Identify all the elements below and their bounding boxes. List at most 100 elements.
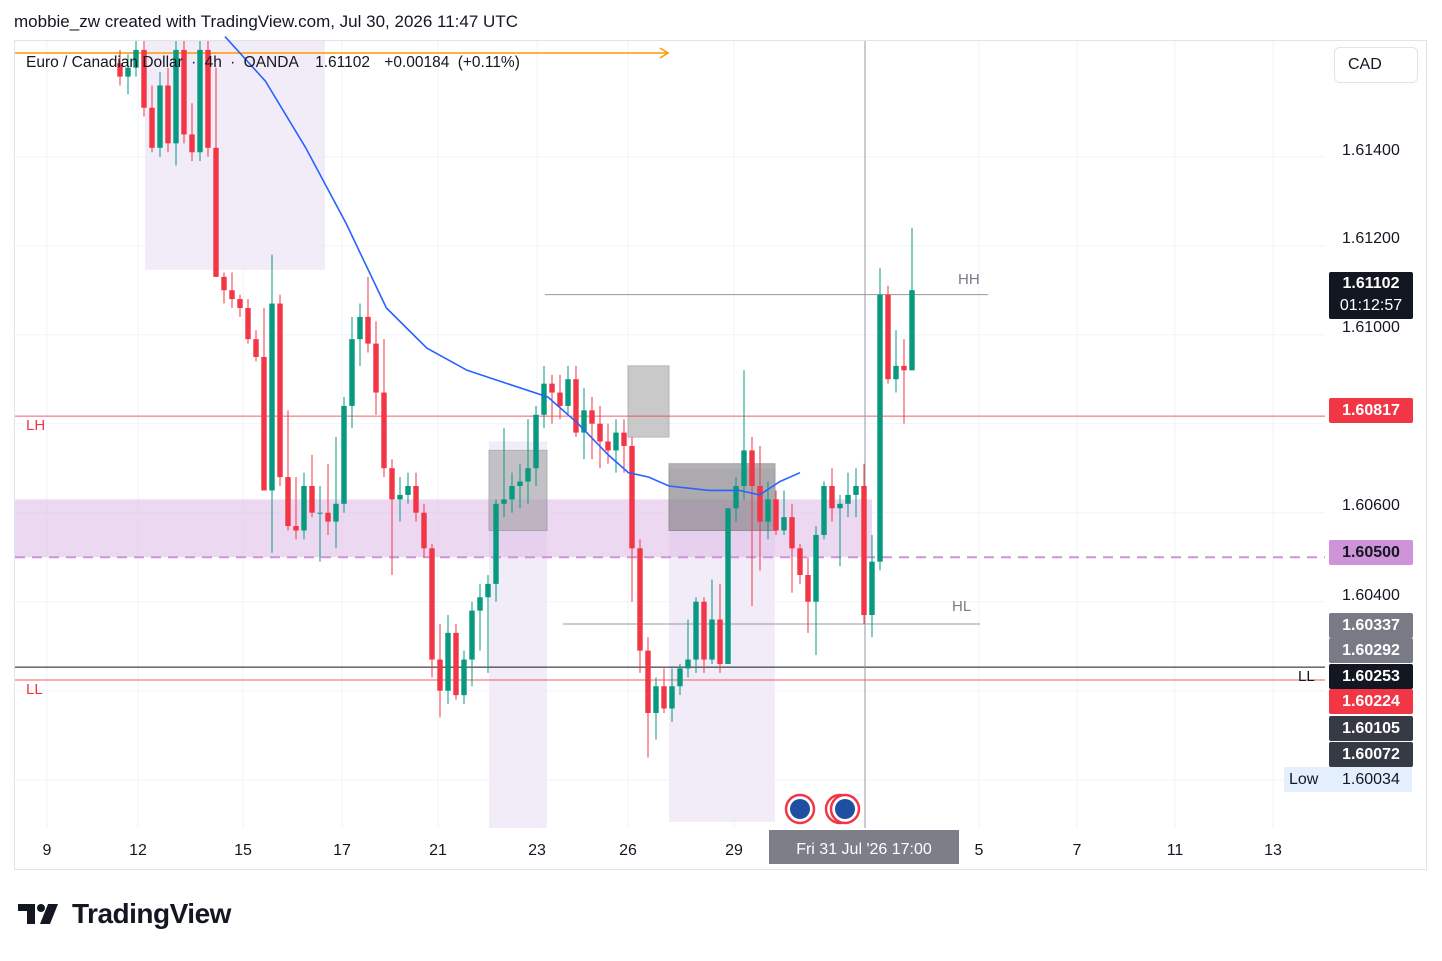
price-badge: 1.60224 [1329, 689, 1413, 714]
candle-countdown: 01:12:57 [1339, 297, 1403, 314]
candle-body [757, 486, 763, 522]
candle-body [829, 486, 835, 509]
crosshair-date-label: Fri 31 Jul '26 17:00 [769, 830, 959, 864]
time-tick-label: 21 [429, 842, 447, 859]
candle-body [373, 343, 379, 393]
time-tick-label: 11 [1166, 842, 1184, 859]
candle-body [661, 686, 667, 709]
candle-body [725, 508, 731, 664]
candle-body [733, 486, 739, 509]
candle-body [797, 548, 803, 575]
candle-body [541, 383, 547, 415]
label-ll-right: LL [1298, 668, 1315, 685]
candle-body [341, 405, 347, 504]
candle-body [269, 303, 275, 491]
candle-body [909, 290, 915, 371]
candle-body [605, 441, 611, 451]
last-price-value: 1.61102 [1342, 275, 1400, 292]
candle-body [133, 49, 139, 68]
candle-body [501, 499, 507, 504]
candle-body [565, 379, 571, 406]
candle-body [645, 650, 651, 713]
candle-body [181, 49, 187, 135]
candle-body [885, 294, 891, 380]
price-badge: 1.60292 [1329, 638, 1413, 663]
candle-body [893, 365, 899, 380]
candle-body [749, 450, 755, 486]
price-badge: 1.60105 [1329, 716, 1413, 741]
chart-pane[interactable] [14, 40, 1427, 870]
candle-body [781, 517, 787, 531]
candle-body [789, 517, 795, 549]
candle-body [853, 486, 859, 495]
time-tick-label: 9 [42, 842, 52, 859]
candle-body [573, 379, 579, 433]
candle-body [549, 383, 555, 393]
candle-body [125, 67, 131, 77]
symbol-change-pct: (+0.11%) [457, 54, 520, 71]
candle-body [845, 494, 851, 504]
candle-body [189, 134, 195, 153]
time-tick-label: 13 [1264, 842, 1282, 859]
time-tick-label: 12 [129, 842, 147, 859]
candle-body [701, 601, 707, 660]
candle-body [301, 486, 307, 531]
gray-box [627, 365, 670, 438]
symbol-legend[interactable]: Euro / Canadian Dollar · 4h · OANDA 1.61… [26, 54, 524, 72]
candle-body [221, 276, 227, 291]
label-hl: HL [952, 598, 972, 615]
candle-body [389, 468, 395, 500]
event-flag-icon [790, 799, 810, 819]
candle-body [317, 512, 323, 514]
price-tick-label: 1.61400 [1342, 142, 1400, 159]
symbol-price: 1.61102 [315, 54, 370, 71]
candle-body [173, 49, 179, 144]
candle-body [437, 659, 443, 691]
candle-body [461, 659, 467, 696]
time-tick-label: 5 [974, 842, 984, 859]
candle-body [653, 686, 659, 713]
legend-separator: · [230, 54, 236, 71]
symbol-broker: OANDA [243, 54, 299, 71]
price-tick-label: 1.60400 [1342, 587, 1400, 604]
orange-arrow-head [659, 47, 670, 59]
time-tick-label: 7 [1072, 842, 1082, 859]
candle-body [613, 432, 619, 451]
currency-button[interactable]: CAD [1334, 47, 1418, 83]
candle-body [421, 512, 427, 549]
price-tick-label: 1.61200 [1342, 230, 1400, 247]
candle-body [493, 503, 499, 584]
candle-body [597, 423, 603, 442]
candle-body [197, 49, 203, 153]
candle-body [765, 499, 771, 522]
candle-body [325, 512, 331, 522]
moving-average-line [224, 36, 801, 496]
event-flag-icon [835, 799, 855, 819]
candle-body [901, 365, 907, 371]
label-ll: LL [26, 681, 43, 698]
candle-body [533, 414, 539, 469]
candle-body [165, 85, 171, 144]
candle-body [333, 503, 339, 522]
candle-body [741, 450, 747, 486]
candle-body [117, 63, 123, 77]
candle-body [141, 49, 147, 108]
tradingview-wordmark: TradingView [72, 898, 231, 929]
price-badge: 1.60817 [1329, 398, 1413, 423]
candle-body [717, 619, 723, 664]
shaded-region [145, 41, 325, 270]
candle-body [445, 632, 451, 691]
symbol-interval: 4h [204, 54, 222, 71]
label-lh: LH [26, 417, 46, 434]
candle-body [253, 339, 259, 357]
candle-body [429, 548, 435, 660]
candle-body [485, 583, 491, 598]
price-tick-label: 1.60600 [1342, 497, 1400, 514]
candle-body [685, 659, 691, 669]
tradingview-logo[interactable]: TradingView [18, 898, 231, 930]
candle-body [157, 85, 163, 148]
price-badge: 1.60253 [1329, 664, 1413, 689]
candle-body [773, 499, 779, 531]
candle-body [581, 410, 587, 433]
